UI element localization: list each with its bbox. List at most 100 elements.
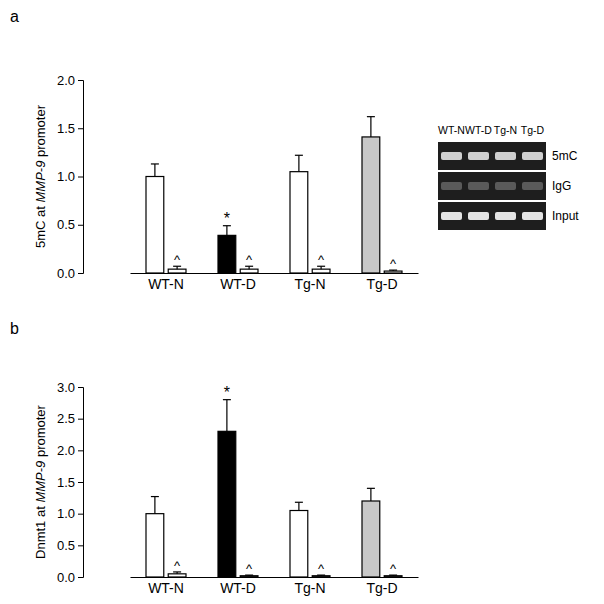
y-tick-label: 2.0 <box>57 73 75 88</box>
error-bar-cap <box>367 488 375 489</box>
x-axis: WT-NWT-DTg-NTg-D <box>131 273 419 292</box>
y-tick-mark <box>78 128 83 129</box>
significance-mark: ^ <box>318 561 325 576</box>
y-tick-mark <box>78 387 83 388</box>
bar <box>362 501 380 577</box>
error-bar-cap <box>367 116 375 117</box>
gel-band <box>522 152 543 160</box>
significance-mark: ^ <box>318 252 325 267</box>
bar <box>290 172 308 273</box>
y-tick-label: 1.5 <box>57 121 75 136</box>
gel-strip <box>438 172 546 200</box>
y-tick: 1.0 <box>57 169 83 184</box>
error-bar-stem <box>370 117 371 137</box>
bar <box>168 574 186 577</box>
panel: a0.00.51.01.52.05mC at MMP-9 promoterWT-… <box>10 8 579 292</box>
error-bar <box>295 155 303 171</box>
error-bar <box>367 488 375 501</box>
y-tick-label: 2.5 <box>57 411 75 426</box>
y-axis-title-part: Dnmt1 at <box>33 503 48 559</box>
gel-band <box>495 152 516 160</box>
figure: a0.00.51.01.52.05mC at MMP-9 promoterWT-… <box>0 0 604 604</box>
panel-label: b <box>10 320 19 337</box>
x-tick-label: Tg-D <box>366 580 397 596</box>
significance-mark: * <box>224 384 230 401</box>
error-bar <box>367 117 375 137</box>
error-bar-cap <box>151 496 159 497</box>
y-tick-mark <box>78 80 83 81</box>
x-tick: Tg-N <box>294 577 325 596</box>
bar <box>218 235 236 273</box>
y-tick: 1.5 <box>57 475 83 490</box>
y-tick-mark <box>78 450 83 451</box>
bar <box>290 511 308 578</box>
bar <box>312 269 330 273</box>
y-tick: 1.5 <box>57 121 83 136</box>
bar <box>362 137 380 273</box>
gel-band <box>468 152 489 160</box>
y-axis: 0.00.51.01.52.02.53.0 <box>57 380 84 585</box>
gel-lane-label: Tg-N <box>494 124 517 136</box>
y-tick-mark <box>78 419 83 420</box>
y-tick-mark <box>78 545 83 546</box>
error-bar <box>223 226 231 236</box>
error-bar-stem <box>226 226 227 236</box>
y-tick: 3.0 <box>57 380 83 395</box>
gel-lane-label: Tg-D <box>521 124 545 136</box>
x-tick-label: WT-D <box>220 580 256 596</box>
y-axis-line <box>78 388 84 578</box>
x-tick-label: Tg-N <box>294 276 325 292</box>
x-tick: WT-N <box>148 577 184 596</box>
error-bar-stem <box>298 155 299 171</box>
y-tick: 2.5 <box>57 411 83 426</box>
x-tick-label: WT-N <box>148 580 184 596</box>
significance-mark: ^ <box>390 256 397 271</box>
significance-mark: ^ <box>174 252 181 267</box>
significance-mark: ^ <box>174 558 181 573</box>
x-tick-label: Tg-D <box>366 276 397 292</box>
y-tick-mark <box>78 482 83 483</box>
y-tick-label: 0.5 <box>57 538 75 553</box>
y-axis: 0.00.51.01.52.0 <box>57 73 84 281</box>
panel-label: a <box>10 8 19 25</box>
significance-mark: ^ <box>246 561 253 576</box>
gel-row-label: IgG <box>552 179 571 193</box>
x-tick: Tg-D <box>366 577 397 596</box>
y-axis-title-part: 5mC at <box>33 203 48 249</box>
y-axis-title: Dnmt1 at MMP-9 promoter <box>33 404 48 559</box>
x-tick: Tg-D <box>366 273 397 292</box>
y-tick-label: 1.5 <box>57 475 75 490</box>
gel-band <box>495 212 516 220</box>
gel-band <box>522 212 543 220</box>
x-tick-label: WT-N <box>148 276 184 292</box>
y-tick-mark <box>78 577 83 578</box>
x-axis: WT-N WT-D Tg-N Tg-D <box>131 577 419 596</box>
y-tick-label: 0.5 <box>57 217 75 232</box>
error-bar-cap <box>151 163 159 164</box>
y-tick-label: 1.0 <box>57 506 75 521</box>
gel-row-label: Input <box>552 209 579 223</box>
y-axis-title-part: MMP-9 <box>33 161 48 203</box>
gel-band <box>495 182 516 190</box>
annotations: *^^^^ <box>174 384 397 576</box>
error-bar-stem <box>154 497 155 514</box>
x-tick: WT-D <box>220 577 256 596</box>
y-tick: 0.0 <box>57 570 83 585</box>
annotations: *^^^^ <box>174 210 397 271</box>
y-axis-title-part: MMP-9 <box>33 461 48 503</box>
bar <box>168 269 186 273</box>
y-tick: 2.0 <box>57 73 83 88</box>
y-tick-mark <box>78 273 83 274</box>
bar <box>384 271 402 273</box>
gel-band <box>468 182 489 190</box>
y-tick-mark <box>78 514 83 515</box>
gel-band <box>441 182 462 190</box>
error-bar-cap <box>295 502 303 503</box>
significance-mark: ^ <box>246 252 253 267</box>
error-bar <box>151 497 159 514</box>
error-bar-stem <box>370 488 371 501</box>
gel-band <box>468 212 489 220</box>
bar <box>146 177 164 274</box>
y-tick-label: 3.0 <box>57 380 75 395</box>
y-tick-label: 0.0 <box>57 570 75 585</box>
